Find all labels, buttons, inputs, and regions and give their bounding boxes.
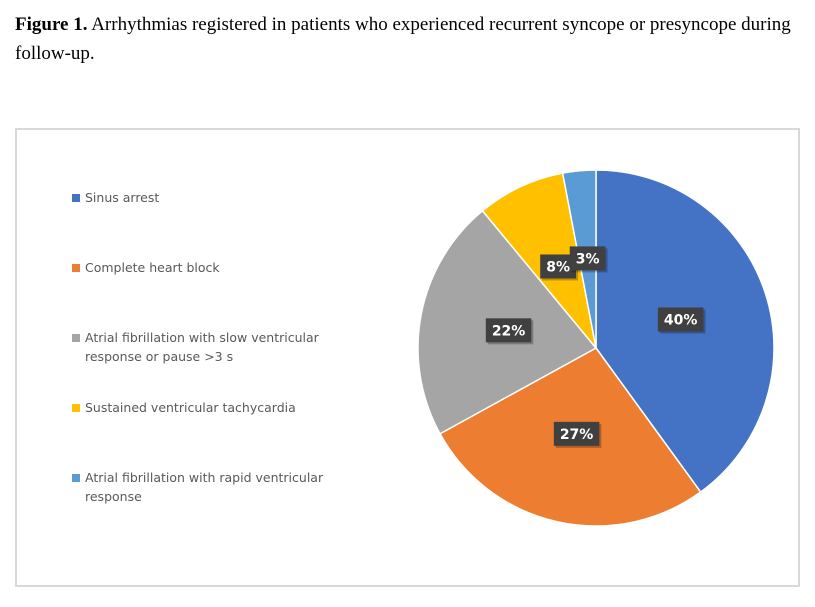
- legend-swatch: [72, 264, 80, 272]
- legend: Sinus arrest Complete heart block Atrial f…: [72, 188, 357, 538]
- data-label-box: [485, 318, 532, 343]
- data-label-text: 3%: [576, 251, 600, 267]
- data-label-box: [569, 246, 606, 271]
- data-label-text: 22%: [492, 323, 526, 339]
- caption: Figure 1. Arrhythmias registered in pati…: [15, 10, 795, 68]
- data-label: [485, 318, 534, 345]
- legend-item: Sinus arrest: [72, 188, 357, 258]
- data-label: [657, 307, 706, 334]
- data-label: [569, 246, 608, 273]
- data-label-text: 8%: [546, 259, 570, 275]
- legend-label: Complete heart block: [85, 260, 220, 275]
- caption-label: Figure 1.: [15, 14, 88, 35]
- data-label-box: [657, 307, 704, 332]
- legend-swatch: [72, 404, 80, 412]
- legend-swatch: [72, 474, 80, 482]
- legend-label: Sinus arrest: [85, 190, 160, 205]
- legend-swatch: [72, 334, 80, 342]
- data-label-text: 40%: [664, 312, 698, 328]
- legend-swatch: [72, 194, 80, 202]
- caption-text: Arrhythmias registered in patients who e…: [15, 14, 791, 64]
- legend-item: Sustained ventricular tachycardia: [72, 398, 357, 468]
- pie-slice: [481, 172, 597, 349]
- data-label: [553, 421, 602, 448]
- legend-label: Sustained ventricular tachycardia: [85, 400, 296, 415]
- legend-item: Atrial fibrillation with slow ventricula…: [72, 328, 357, 398]
- data-label-text: 27%: [560, 427, 594, 443]
- legend-label: Atrial fibrillation with slow ventricula…: [85, 330, 319, 364]
- legend-label: Atrial fibrillation with rapid ventricul…: [85, 470, 324, 504]
- chart-frame: [15, 128, 800, 587]
- legend-item: Complete heart block: [72, 258, 357, 328]
- legend-item: Atrial fibrillation with rapid ventricul…: [72, 468, 357, 538]
- data-label-box: [553, 421, 600, 446]
